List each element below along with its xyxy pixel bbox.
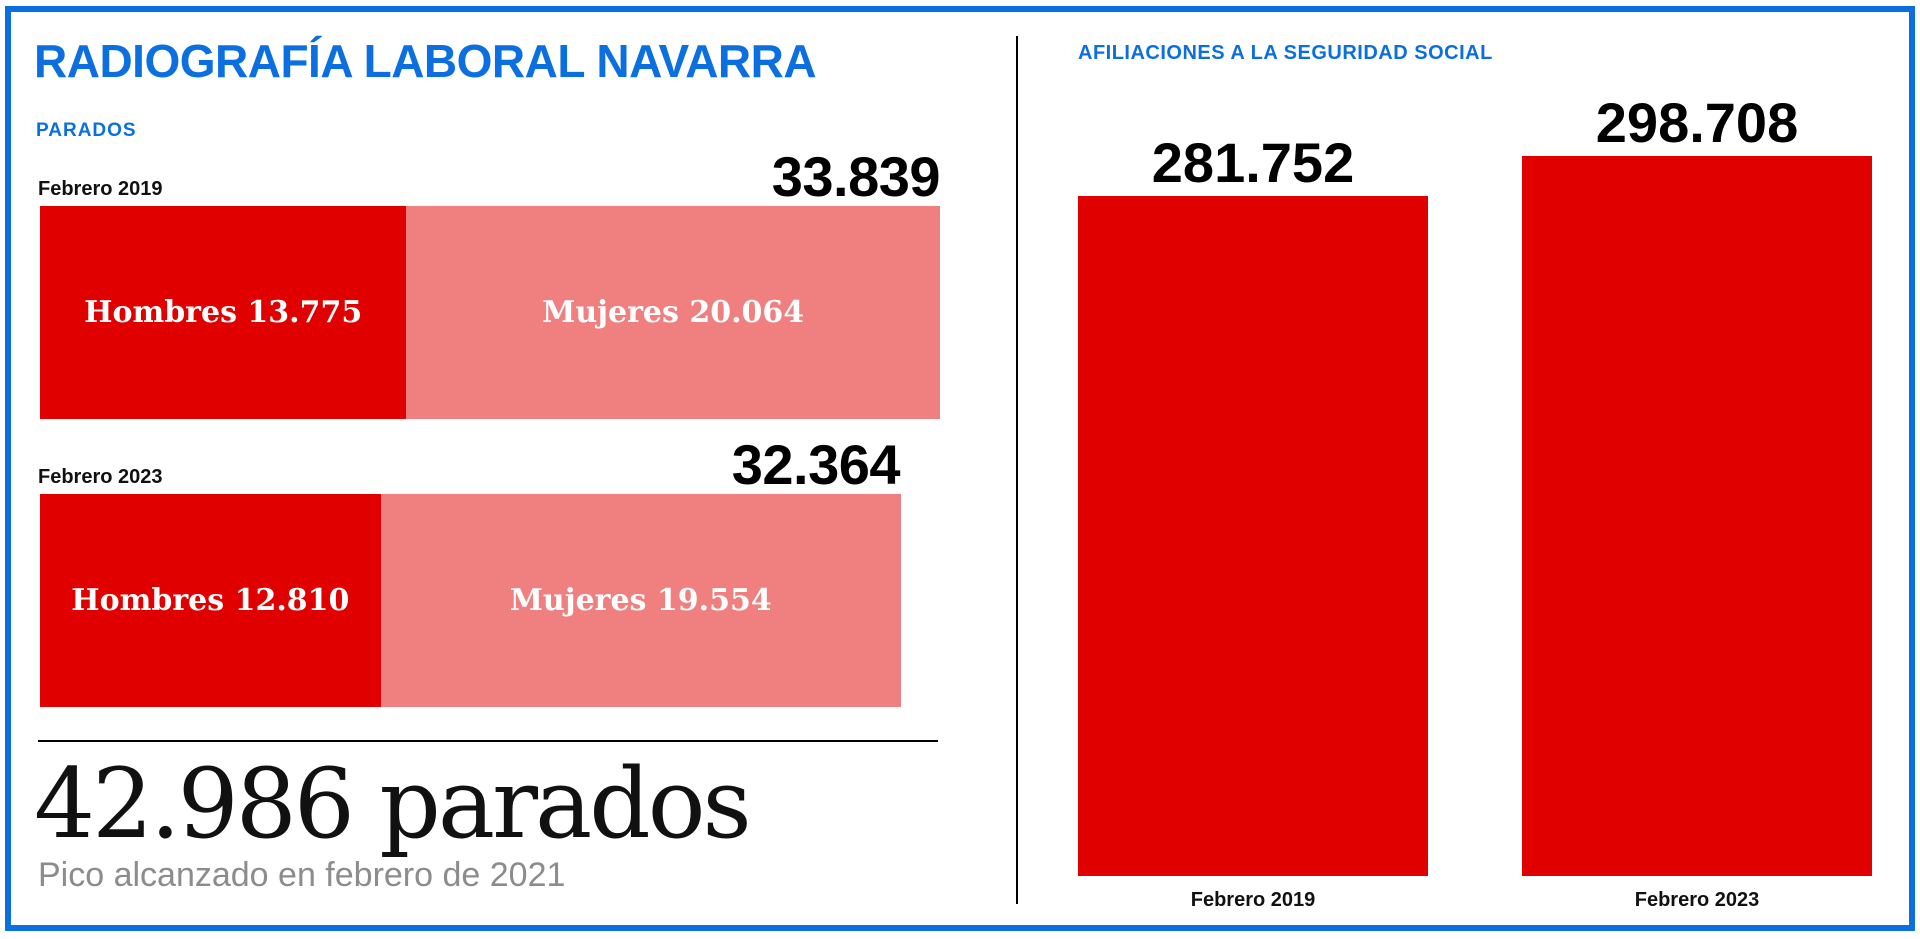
afiliaciones-title: AFILIACIONES A LA SEGURIDAD SOCIAL — [1078, 42, 1493, 64]
afiliaciones-bar-1 — [1522, 156, 1872, 876]
bar-hombres-2019-label: Hombres 13.775 — [84, 295, 363, 330]
peak-parados-value: 42.986 parados — [34, 748, 752, 860]
bar-mujeres-2023: Mujeres 19.554 — [380, 494, 901, 707]
afiliaciones-bar-0 — [1078, 196, 1428, 876]
bar-hombres-2019: Hombres 13.775 — [40, 206, 407, 419]
afiliaciones-category-label-0: Febrero 2019 — [1191, 889, 1316, 911]
bar-mujeres-2023-label: Mujeres 19.554 — [509, 583, 772, 618]
bar-mujeres-2019-label: Mujeres 20.064 — [542, 295, 805, 330]
parados-stacked-bar-2019: Hombres 13.775 Mujeres 20.064 — [40, 206, 940, 419]
bar-hombres-2023-label: Hombres 12.810 — [71, 583, 350, 618]
main-title: RADIOGRAFÍA LABORAL NAVARRA — [34, 35, 817, 87]
bar-mujeres-2019: Mujeres 20.064 — [406, 206, 940, 419]
afiliaciones-bar-chart: 281.752 Febrero 2019 298.708 Febrero 2023 — [1078, 91, 1872, 911]
parados-total-2023: 32.364 — [731, 433, 901, 496]
afiliaciones-category-label-1: Febrero 2023 — [1635, 889, 1760, 911]
parados-period-2023: Febrero 2023 — [38, 466, 163, 488]
bar-hombres-2023: Hombres 12.810 — [40, 494, 381, 707]
horizontal-divider — [38, 740, 938, 742]
afiliaciones-value-label-0: 281.752 — [1152, 131, 1354, 194]
peak-parados-caption: Pico alcanzado en febrero de 2021 — [38, 856, 566, 894]
vertical-divider — [1016, 36, 1018, 904]
parados-stacked-bar-2023: Hombres 12.810 Mujeres 19.554 — [40, 494, 940, 707]
afiliaciones-value-label-1: 298.708 — [1596, 91, 1798, 154]
parados-section-label: PARADOS — [36, 120, 137, 141]
parados-period-2019: Febrero 2019 — [38, 178, 163, 200]
parados-total-2019: 33.839 — [771, 145, 941, 208]
